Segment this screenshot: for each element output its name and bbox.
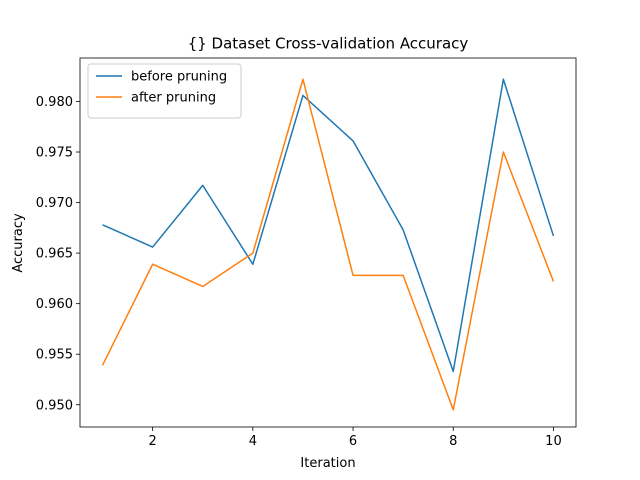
legend-label-1: before pruning	[131, 70, 227, 85]
y-tick-label: 0.965	[36, 247, 73, 262]
legend-box	[87, 63, 242, 119]
x-tick-label: 4	[249, 434, 257, 449]
legend: before pruning after pruning	[87, 63, 242, 119]
x-tick-label: 8	[449, 434, 457, 449]
y-tick-label: 0.960	[36, 297, 73, 312]
y-axis-label: Accuracy	[11, 213, 26, 273]
y-tick-label: 0.980	[36, 95, 73, 110]
chart-title: {} Dataset Cross-validation Accuracy	[188, 35, 469, 53]
y-tick-label: 0.970	[36, 196, 73, 211]
x-tick-label: 6	[349, 434, 357, 449]
y-tick-label: 0.975	[36, 146, 73, 161]
x-tick-label: 2	[149, 434, 157, 449]
plot-area: 2 4 6 8 10 0.950 0.955 0.960 0.965 0.970 0.975 0.98…	[36, 57, 577, 449]
y-tick-label: 0.950	[36, 398, 73, 413]
series-line-2	[101, 78, 555, 411]
series-line-1	[102, 78, 555, 373]
x-axis-label: Iteration	[300, 456, 355, 471]
plot-frame	[79, 57, 577, 428]
x-tick-label: 10	[545, 434, 562, 449]
y-tick-label: 0.955	[36, 348, 73, 363]
legend-label-2: after pruning	[131, 91, 216, 106]
